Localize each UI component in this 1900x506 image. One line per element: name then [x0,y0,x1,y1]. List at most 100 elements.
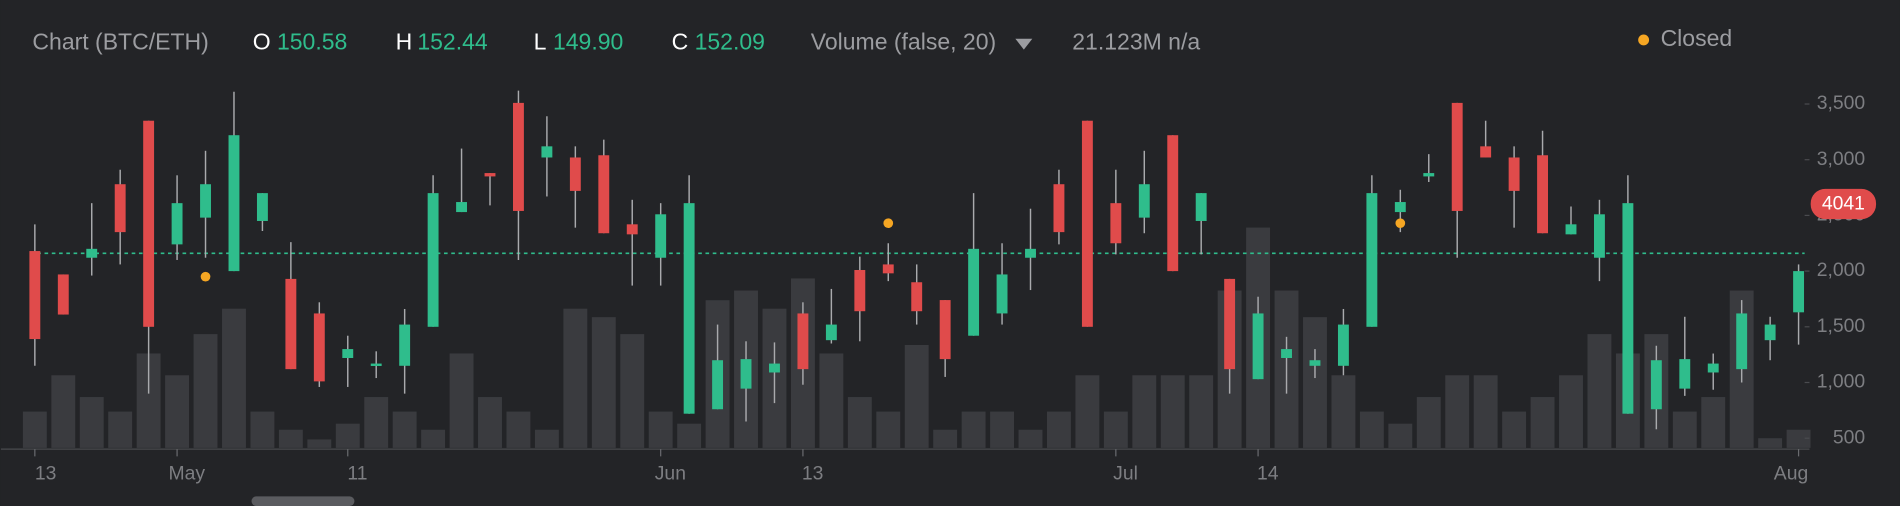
y-tick-label: 2,000 [1817,259,1866,281]
candle-body [626,224,638,235]
candle-body [1537,155,1548,234]
candle-body [370,363,382,366]
scrollbar[interactable] [251,496,355,506]
candle-body [1195,193,1207,221]
candle-body [513,102,524,211]
x-tick-label: 11 [347,463,367,485]
volume-bar [1160,375,1185,448]
candle-body [825,324,837,341]
candle-body [1138,184,1150,218]
indicator-name[interactable]: Volume (false, 20) [811,29,996,55]
volume-bar [591,317,616,448]
volume-bar [278,429,303,448]
candle-body [1167,135,1179,272]
volume-bar [478,397,502,448]
candle-body [1480,146,1492,158]
volume-bar [1359,411,1384,448]
candle-body [1053,184,1065,233]
volume-bar [392,411,417,448]
ohlc-value: 152.09 [695,29,765,55]
candle-body [342,349,354,358]
volume-bar [1189,375,1214,448]
volume-bar [307,439,332,448]
volume-bar [364,397,389,448]
closed-point [200,271,211,282]
volume-bar [1103,411,1128,448]
candle-body [854,269,866,312]
volume-bar [1473,375,1498,448]
volume-bar [1046,411,1071,448]
closed-layer [200,218,1406,282]
x-tick-label: Jun [655,463,686,485]
volume-bar [847,397,872,448]
legend-label: Closed [1661,25,1733,51]
volume-bar [1502,411,1527,448]
x-tick-label: 13 [35,463,57,485]
volume-bar [108,411,133,448]
volume-bar [1786,429,1811,448]
ohlc-value: 149.90 [553,29,623,55]
volume-bar [222,308,246,448]
closed-point [883,218,894,229]
x-tick-label: Aug [1774,463,1808,485]
ohlc-value: 150.58 [277,29,347,55]
dropdown-arrow[interactable] [1015,38,1033,50]
volume-bar [335,423,360,448]
price-pill [1810,188,1877,220]
candle-layer [29,90,1805,430]
candle-body [313,313,325,382]
candle-body [1650,360,1662,410]
candle-body [1793,271,1805,313]
y-tick-label: 3,000 [1817,148,1866,170]
candle-body [1707,363,1719,373]
chart-title: Chart (BTC/ETH) [32,29,208,55]
candle-body [1508,157,1520,191]
ohlc-key: L [534,29,547,55]
volume-bar [506,411,531,448]
candle-body [1565,224,1577,235]
candle-body [200,184,211,218]
volume-bar [620,334,645,448]
volume-bar [677,423,702,448]
candle-body [456,202,467,213]
candle-body [86,248,98,258]
indicator-value: 21.123M n/a [1072,29,1200,55]
candle-body [968,248,980,336]
candle-body [882,264,894,274]
candle-body [797,313,809,370]
volume-bar [563,308,588,448]
candle-body [1252,313,1264,380]
volume-bar [876,411,901,448]
candle-body [1110,203,1122,244]
volume-bar [250,411,275,448]
ohlc-key: C [672,29,689,55]
candle-body [1423,173,1435,177]
volume-bar [136,353,161,448]
x-tick-label: May [168,463,205,485]
legend-marker [1638,34,1650,46]
candle-body [1394,202,1406,213]
candle-body [939,300,951,360]
candle-body [427,193,439,327]
y-tick-label: 500 [1833,426,1866,448]
volume-bar [1132,375,1157,448]
candle-body [114,184,126,233]
ohlc-key: H [396,29,413,55]
volume-bar [1701,397,1726,448]
y-tick-label: 3,500 [1817,92,1866,114]
candle-body [541,146,553,158]
candle-body [911,282,923,312]
volume-bar [1445,375,1470,448]
legend: Closed [1638,25,1732,51]
candle-body [1764,324,1776,341]
volume-bar [1303,317,1327,448]
candle-body [598,155,610,234]
candle-body [171,203,183,245]
volume-bar [1075,375,1100,448]
candle-body [1594,214,1605,258]
candle-body [655,214,667,258]
volume-bar [165,375,190,448]
volume-bar [1758,438,1783,448]
candle-body [769,363,780,373]
